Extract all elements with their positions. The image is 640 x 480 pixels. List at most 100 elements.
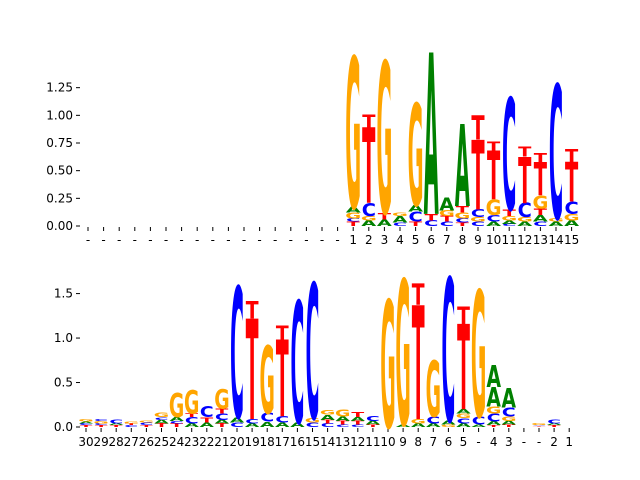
x-tick-label: -: [304, 233, 308, 247]
logo-letter-A: A: [109, 423, 124, 426]
x-tick-label: 15: [564, 233, 579, 247]
x-tick-label: -: [117, 233, 121, 247]
x-tick-label: 26: [139, 435, 154, 449]
logo-letter-T: T: [246, 297, 259, 325]
logo-letter-T: T: [80, 425, 94, 428]
logo-letter-G: G: [93, 420, 108, 424]
logo-letter-T: T: [487, 139, 500, 153]
logo-letter-C: C: [215, 412, 229, 422]
x-tick-label: 3: [505, 435, 513, 449]
logo-letter-T: T: [565, 151, 578, 215]
x-tick-label: 10: [486, 233, 501, 247]
x-tick-label: 15: [305, 435, 320, 449]
x-tick-label: 22: [199, 435, 214, 449]
logo-letter-T: T: [321, 419, 335, 425]
x-tick-label: 7: [429, 435, 437, 449]
y-tick-label: 0.75: [46, 136, 73, 150]
logo-letter-C: C: [533, 221, 547, 228]
logo-letter-T: T: [95, 425, 109, 428]
x-tick-label: 4: [396, 233, 404, 247]
logo-letter-T: T: [276, 319, 289, 442]
x-tick-label: -: [101, 233, 105, 247]
logo-letter-C: C: [351, 424, 365, 428]
x-tick-label: -: [195, 233, 199, 247]
x-tick-label: 20: [229, 435, 244, 449]
logo-letter-G: G: [124, 421, 139, 424]
x-tick-label: 25: [154, 435, 169, 449]
logo-letter-A: A: [517, 221, 533, 228]
logo-letter-T: T: [351, 420, 365, 426]
x-tick-label: 11: [365, 435, 380, 449]
logo-letter-C: C: [245, 418, 259, 425]
x-tick-label: 16: [290, 435, 305, 449]
logo-letter-C: C: [79, 423, 93, 426]
logo-letter-C: C: [549, 48, 563, 262]
x-tick-label: 8: [459, 233, 467, 247]
logo-letter-T: T: [140, 425, 154, 428]
logo-letter-A: A: [275, 422, 290, 429]
x-tick-label: 13: [533, 233, 548, 247]
x-tick-label: 6: [427, 233, 435, 247]
x-tick-label: 24: [169, 435, 184, 449]
y-tick-label: 1.0: [54, 331, 73, 345]
logo-letter-A: A: [564, 219, 580, 228]
logo-letter-T: T: [347, 221, 360, 228]
logo-letter-T: T: [457, 300, 470, 437]
x-tick-label: 21: [214, 435, 229, 449]
logo-letter-A: A: [533, 213, 548, 224]
logo-letter-G: G: [408, 78, 424, 239]
logo-letter-A: A: [230, 416, 245, 424]
logo-letter-C: C: [124, 425, 138, 428]
logo-letter-T: T: [548, 425, 562, 428]
logo-letter-G: G: [441, 424, 456, 428]
logo-letter-T: T: [362, 108, 375, 228]
logo-letter-T: T: [366, 424, 380, 428]
logo-letter-A: A: [502, 220, 517, 225]
x-tick-label: -: [320, 233, 324, 247]
logo-letter-C: C: [321, 423, 335, 429]
x-tick-label: 1: [565, 435, 573, 449]
x-tick-label: -: [289, 233, 293, 247]
logo-letter-T: T: [502, 424, 516, 428]
logo-letter-A: A: [377, 218, 392, 229]
logo-letter-A: A: [351, 417, 366, 423]
x-tick-label: -: [273, 233, 277, 247]
logo-letter-C: C: [457, 417, 471, 425]
x-tick-label: 4: [490, 435, 498, 449]
x-tick-label: 23: [184, 435, 199, 449]
logo-letter-T: T: [457, 303, 470, 331]
logo-letter-C: C: [502, 223, 516, 226]
logo-letter-C: C: [170, 420, 184, 424]
x-tick-label: 12: [517, 233, 532, 247]
logo-letter-G: G: [345, 212, 361, 221]
logo-letter-G: G: [305, 417, 320, 424]
logo-letter-T: T: [456, 204, 470, 215]
x-tick-label: 2: [550, 435, 558, 449]
logo-letter-A: A: [486, 359, 501, 394]
logo-letter-C: C: [564, 199, 578, 218]
x-tick-label: -: [522, 435, 526, 449]
logo-letter-G: G: [532, 193, 548, 213]
logo-letter-T: T: [125, 423, 139, 426]
logo-letter-C: C: [109, 419, 123, 425]
logo-letter-G: G: [531, 423, 546, 426]
logo-letter-C: C: [502, 405, 516, 420]
logo-letter-C: C: [230, 422, 244, 429]
logo-letter-T: T: [534, 207, 548, 218]
logo-letter-A: A: [392, 214, 407, 225]
logo-letter-A: A: [547, 423, 562, 426]
logo-letter-G: G: [548, 218, 564, 223]
logo-letter-C: C: [424, 219, 438, 228]
logo-letter-A: A: [408, 203, 423, 214]
y-tick-label: 0.00: [46, 219, 73, 233]
logo-letter-G: G: [470, 217, 486, 224]
logo-letter-C: C: [408, 209, 422, 225]
logo-letter-T: T: [336, 420, 350, 426]
logo-letter-C: C: [306, 248, 320, 463]
logo-letter-A: A: [411, 423, 426, 429]
logo-letter-G: G: [214, 385, 229, 415]
logo-letter-T: T: [246, 293, 259, 453]
logo-letter-A: A: [439, 195, 454, 215]
x-tick-label: -: [257, 233, 261, 247]
